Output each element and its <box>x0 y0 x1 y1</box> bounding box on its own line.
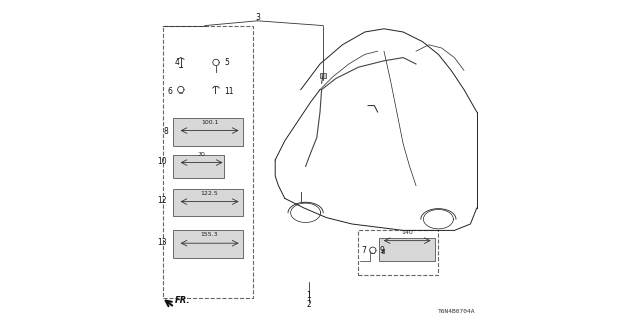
Text: 1: 1 <box>307 292 311 300</box>
Text: 8: 8 <box>163 127 168 136</box>
Text: 13: 13 <box>157 238 167 247</box>
Text: 7: 7 <box>362 246 366 255</box>
Text: 70: 70 <box>198 152 205 157</box>
Text: 2: 2 <box>307 300 311 309</box>
Bar <box>163 26 253 298</box>
Bar <box>380 238 435 261</box>
Text: 155.3: 155.3 <box>201 232 218 237</box>
Bar <box>383 249 384 253</box>
Bar <box>173 189 243 216</box>
Text: 5: 5 <box>224 58 229 67</box>
Text: 122.5: 122.5 <box>201 191 218 196</box>
Text: T6N4B0704A: T6N4B0704A <box>438 308 475 314</box>
Bar <box>320 73 326 78</box>
Text: 12: 12 <box>157 196 167 205</box>
Text: 100.1: 100.1 <box>201 120 218 125</box>
Text: 11: 11 <box>224 87 234 96</box>
Text: 3: 3 <box>255 13 260 22</box>
Bar <box>173 155 224 178</box>
Bar <box>173 230 243 258</box>
Text: 4: 4 <box>174 58 179 67</box>
Bar <box>358 230 438 275</box>
Text: 10: 10 <box>157 157 167 166</box>
Bar <box>173 118 243 146</box>
Text: 9: 9 <box>380 246 384 255</box>
Text: FR.: FR. <box>174 296 190 305</box>
Text: 140: 140 <box>401 230 413 235</box>
Text: 6: 6 <box>168 87 173 96</box>
